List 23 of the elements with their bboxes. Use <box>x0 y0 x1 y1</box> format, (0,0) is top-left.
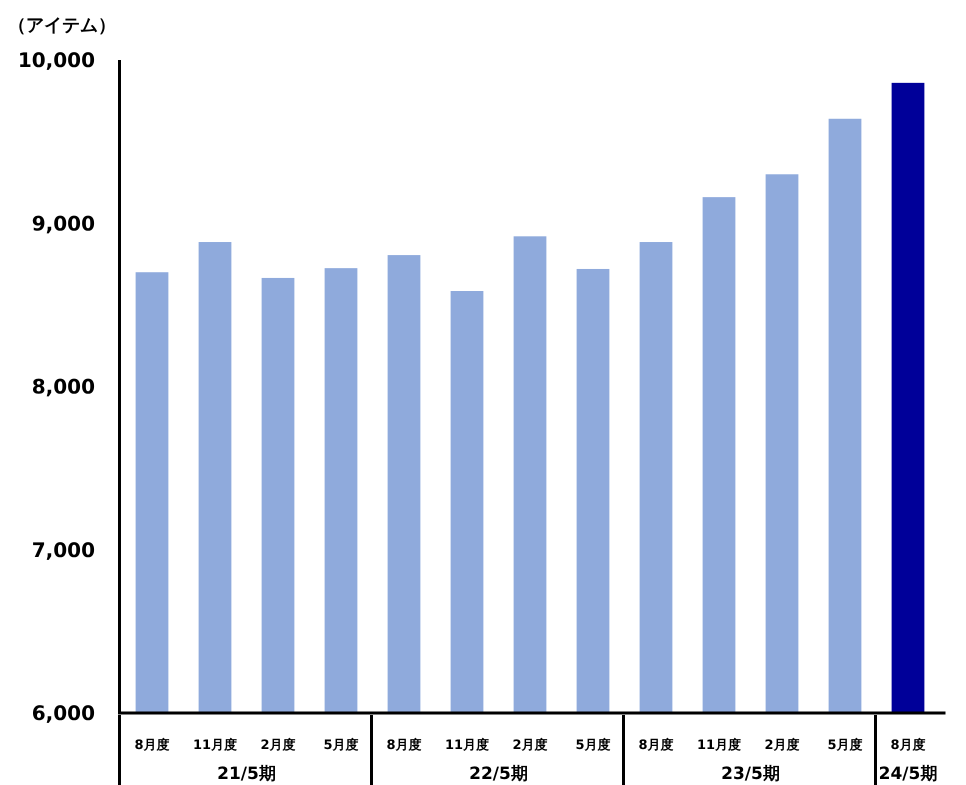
x-tick-label: 8月度 <box>134 737 170 753</box>
y-tick-label: 8,000 <box>32 374 95 398</box>
text: 22/5期 <box>469 764 528 784</box>
y-tick-label: 6,000 <box>32 701 95 725</box>
x-tick-label: 8月度 <box>890 737 926 753</box>
y-tick-label: 7,000 <box>32 538 95 562</box>
x-tick-label: 11月度 <box>192 737 238 753</box>
y-tick-label: 9,000 <box>32 211 95 236</box>
y-axis-title: （アイテム） <box>8 15 116 36</box>
x-tick-label: 11月度 <box>444 737 490 753</box>
x-tick-label: 5月度 <box>827 737 863 753</box>
y-tick-label: 10,000 <box>18 48 95 72</box>
x-tick-label: 2月度 <box>260 737 296 753</box>
x-tick-label: 5月度 <box>323 737 359 753</box>
text: 21/5期 <box>217 764 276 784</box>
x-tick-label: 2月度 <box>512 737 548 753</box>
x-tick-label: 8月度 <box>386 737 422 753</box>
text: 23/5期 <box>721 764 780 784</box>
x-tick-label: 2月度 <box>764 737 800 753</box>
x-tick-label: 5月度 <box>575 737 611 753</box>
text: 24/5期 <box>878 764 938 784</box>
x-tick-label: 11月度 <box>696 737 742 753</box>
x-tick-label: 8月度 <box>638 737 674 753</box>
